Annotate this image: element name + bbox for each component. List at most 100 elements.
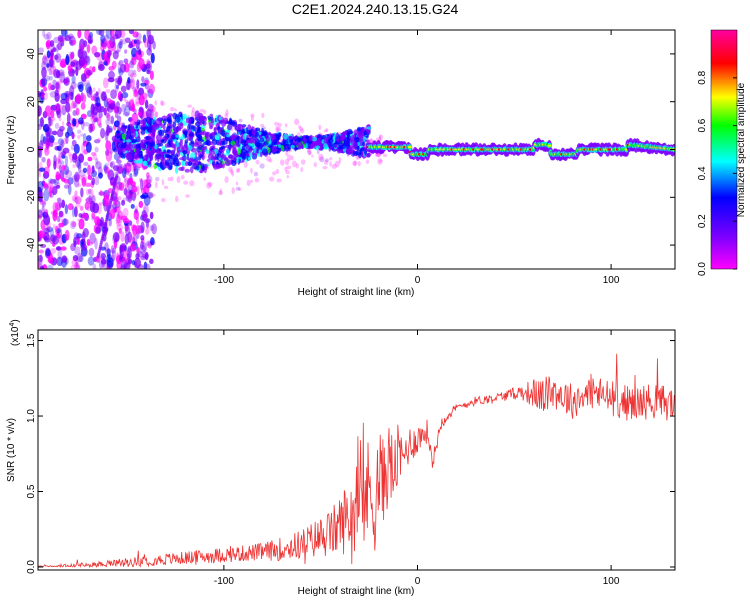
spectral-blob [283,139,289,147]
bottom-xtick-label: -100 [214,576,234,587]
spectral-blob [106,149,112,154]
spectral-blob [90,95,95,101]
spectral-blob [122,207,129,218]
spectral-blob [201,139,204,143]
spectral-blob [127,69,134,79]
spectral-blob [235,125,240,131]
spectral-blob [116,224,123,231]
spectral-blob [88,123,93,134]
spectral-blob [118,227,122,235]
spectral-blob [315,145,321,149]
spectral-blob [103,166,110,174]
spectral-blob [276,178,282,183]
spectral-blob [277,126,281,132]
spectral-blob [270,133,276,140]
bottom-ylabel: SNR (10 * v/v) [6,418,17,482]
spectral-blob [66,122,72,128]
spectral-blob [187,123,190,132]
spectral-blob [42,54,47,64]
spectral-blob [130,203,135,209]
spectral-blob [92,202,100,214]
spectral-blob [294,141,298,146]
spectral-blob [357,160,361,167]
spectral-blob [128,177,133,186]
spectral-blob [55,43,59,53]
spectral-blob [123,165,127,171]
spectral-blob [66,112,71,125]
spectral-blob [120,85,127,93]
spectral-blob [307,148,312,156]
spectral-blob [55,174,62,180]
spectral-blob [131,185,138,193]
spectral-blob [40,93,45,99]
spectral-blob [185,117,192,124]
spectral-blob [122,142,127,149]
spectral-blob [123,175,128,181]
spectral-blob [319,156,325,163]
spectral-blob [251,152,255,156]
bottom-xlabel: Height of straight line (km) [298,586,415,597]
spectral-blob [126,247,133,259]
bottom-axes: -100 0 100 0.0 0.5 1.0 1.5 [26,330,675,587]
spectral-blob [88,247,95,257]
spectral-blob [334,143,338,149]
spectral-blob [274,121,280,126]
spectral-blob [59,143,64,152]
spectral-blob [82,211,86,217]
spectral-blob [107,161,110,167]
spectral-blob [49,43,56,52]
spectral-blob [86,238,91,247]
spectral-blob [232,134,238,139]
spectral-blob [150,105,156,113]
spectrogram-layer [38,30,675,269]
spectral-blob [125,37,131,44]
spectral-blob [164,136,168,142]
spectral-blob [111,140,117,152]
spectral-blob [205,131,211,138]
spectral-blob [105,30,112,39]
spectral-blob [49,40,55,47]
spectral-blob [123,105,131,117]
spectral-blob [324,158,329,163]
spectral-blob [140,255,146,261]
spectral-blob [91,192,95,199]
spectral-blob [135,39,140,50]
spectral-blob [251,129,257,135]
spectral-blob [184,139,189,144]
spectral-blob [266,155,272,162]
spectral-blob [75,107,80,116]
spectral-blob [43,91,48,101]
spectral-blob [159,155,164,161]
spectral-blob [188,125,194,130]
spectral-blob [78,43,85,50]
spectral-blob [176,116,181,123]
spectral-blob [106,101,110,112]
spectral-blob [119,94,123,99]
spectral-blob [146,125,153,133]
spectral-blob [91,212,96,219]
spectral-blob [118,41,123,49]
spectral-blob [95,30,103,36]
spectral-blob [118,182,125,191]
spectral-blob [224,176,229,183]
spectral-blob [272,171,277,176]
spectral-blob [43,86,48,92]
spectral-blob [75,264,81,269]
spectral-blob [115,159,122,164]
spectral-blob [47,116,51,121]
spectral-blob [92,66,96,73]
spectral-blob [53,178,60,185]
spectral-blob [284,123,288,128]
spectral-blob [150,143,156,147]
spectral-blob [65,55,70,66]
spectral-blob [140,139,147,144]
spectral-blob [86,44,91,53]
spectral-blob [176,127,182,132]
spectral-blob [285,158,290,166]
spectral-blob [185,194,190,198]
spectral-blob [76,129,82,134]
spectral-blob [298,124,302,129]
spectral-blob [128,143,134,150]
spectral-blob [114,49,120,54]
spectral-blob [64,175,68,180]
